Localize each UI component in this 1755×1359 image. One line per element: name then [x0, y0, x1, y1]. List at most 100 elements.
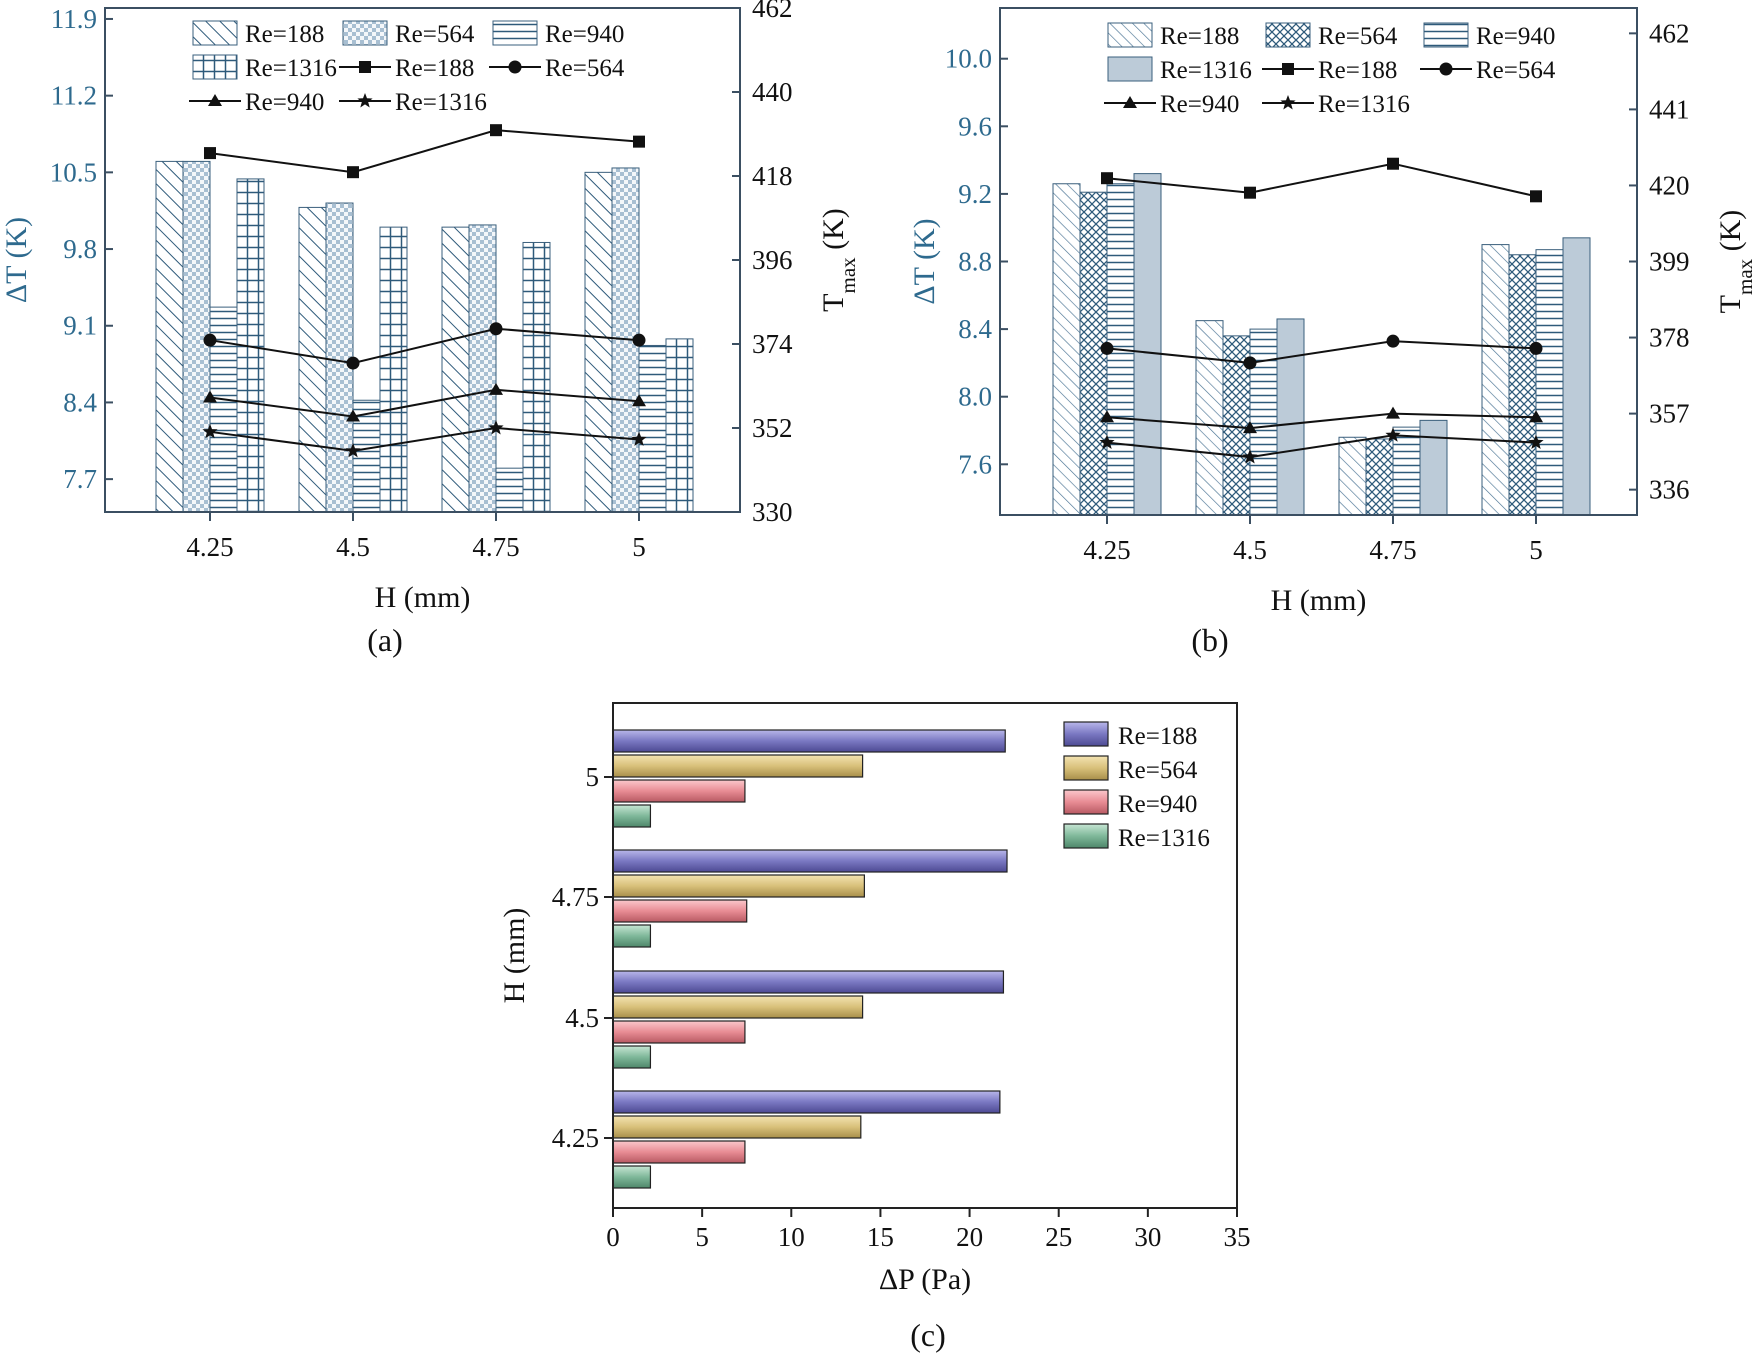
tmax-point-re-564-4.75 [489, 322, 503, 336]
tmax-point-re-564-5 [1529, 341, 1543, 355]
bar-re-188-5 [584, 171, 613, 513]
dp-bar-re-940-4.5 [612, 1020, 746, 1044]
tmax-point-re-564-4.25 [1100, 341, 1114, 355]
tmax-point-re-1316-4.5 [345, 442, 361, 458]
tmax-point-re-188-4.25 [204, 147, 216, 160]
tmax-point-re-188-4.25 [1101, 172, 1113, 185]
y-axis-title-right: Tmax (K) [817, 208, 860, 312]
left-tick-label: 8.4 [958, 314, 992, 344]
legend-label: Re=564 [545, 55, 625, 82]
bar-re-1316-4.5 [1276, 318, 1305, 516]
tmax-line-re-1316 [209, 426, 640, 452]
bar-re-940-5 [1535, 249, 1564, 516]
tmax-point-re-1316-4.75 [488, 420, 504, 435]
tmax-point-re-940-4.25 [1100, 410, 1114, 423]
legend-label: Re=564 [1476, 57, 1556, 84]
y-axis-title-left: ΔT (K) [0, 217, 33, 303]
tmax-point-re-940-4.75 [489, 382, 503, 395]
bar-re-564-4.75 [468, 224, 497, 513]
legend-marker-re-940 [1123, 96, 1137, 108]
tmax-point-re-940-5 [632, 394, 646, 407]
x-tick-label: 30 [1134, 1222, 1161, 1252]
dp-bar-re-564-4.75 [612, 874, 865, 898]
y-axis-title-right: Tmax (K) [1714, 210, 1755, 314]
tmax-point-re-940-4.25 [203, 390, 217, 403]
right-tick-label: 378 [1649, 323, 1690, 353]
left-tick-label: 7.7 [63, 464, 97, 494]
x-tick-label: 25 [1045, 1222, 1072, 1252]
bar-re-188-4.25 [155, 160, 184, 513]
left-tick-label: 9.2 [958, 179, 992, 209]
chart-panel-a: 7.7 8.4 9.1 9.8 10.5 11.2 11.9 330 352 374 396 418 4… [0, 0, 860, 614]
legend-label: Re=940 [1118, 791, 1197, 818]
tmax-point-re-1316-4.25 [202, 423, 218, 439]
left-tick-label: 9.8 [63, 234, 97, 264]
dp-bar-re-1316-5 [612, 804, 652, 828]
tmax-line-re-564 [1106, 340, 1537, 364]
panel-b-label: (b) [1191, 622, 1228, 658]
x-tick-label: 5 [1529, 535, 1543, 565]
y-axis-title-left: ΔT (K) [908, 218, 941, 304]
legend-marker-re-1316 [357, 93, 373, 108]
tmax-point-re-188-4.5 [347, 166, 359, 179]
legend-swatch-re-188 [192, 20, 238, 46]
dp-bar-re-940-4.25 [612, 1140, 746, 1164]
dp-bar-re-188-4.5 [612, 970, 1005, 994]
bar-re-564-5 [1508, 254, 1537, 516]
left-tick-label: 11.9 [51, 4, 97, 34]
x-tick-label: 4.5 [336, 532, 370, 562]
left-tick-label: 7.6 [958, 449, 992, 479]
legend-label: Re=940 [245, 89, 324, 116]
bar-re-564-4.25 [1079, 191, 1108, 516]
bar-re-188-5 [1481, 244, 1510, 516]
legend-swatch-re-940 [492, 20, 538, 46]
legend-marker-re-188 [1282, 63, 1294, 75]
tmax-line-re-940 [1106, 412, 1537, 430]
x-tick-label: 10 [778, 1222, 805, 1252]
legend-label: Re=188 [1160, 23, 1239, 50]
plot-frame [612, 702, 1238, 1209]
legend-label: Re=564 [1318, 23, 1398, 50]
legend-swatch-re-940 [1423, 22, 1469, 48]
legend-swatch-re-564 [1063, 755, 1109, 781]
dp-bar-re-188-4.75 [612, 849, 1008, 873]
x-tick-label: 15 [867, 1222, 894, 1252]
legend-label: Re=1316 [395, 89, 487, 116]
bar-re-1316-5 [1562, 237, 1591, 516]
bar-re-1316-5 [665, 338, 694, 513]
y-tick-label: 4.5 [565, 1003, 599, 1033]
tmax-point-re-188-4.5 [1244, 186, 1256, 199]
legend-marker-re-564 [508, 60, 522, 74]
x-tick-label: 35 [1224, 1222, 1251, 1252]
tmax-line-re-1316 [1106, 434, 1537, 459]
legend-swatch-re-1316 [192, 54, 238, 80]
tmax-point-re-188-4.75 [490, 124, 502, 137]
panel-a-label: (a) [367, 622, 403, 658]
bar-re-1316-4.5 [379, 226, 408, 513]
right-tick-label: 441 [1649, 94, 1690, 124]
bar-re-188-4.5 [298, 206, 327, 513]
dp-bar-re-188-5 [612, 729, 1006, 753]
tmax-point-re-1316-4.75 [1385, 427, 1401, 442]
bar-re-188-4.75 [1338, 436, 1367, 516]
tmax-point-re-188-5 [633, 135, 645, 148]
legend-marker-re-940 [208, 94, 222, 106]
dp-bar-re-188-4.25 [612, 1090, 1001, 1114]
x-tick-label: 5 [632, 532, 646, 562]
left-tick-label: 9.1 [63, 311, 97, 341]
tmax-point-re-564-4.75 [1386, 334, 1400, 348]
x-tick-label: 4.75 [1369, 535, 1416, 565]
legend-swatch-re-1316 [1107, 56, 1153, 82]
legend-marker-re-1316 [1280, 95, 1296, 110]
legend-swatch-re-1316 [1063, 823, 1109, 849]
x-tick-label: 4.25 [186, 532, 233, 562]
bar-re-188-4.5 [1195, 320, 1224, 516]
tmax-point-re-1316-5 [631, 431, 647, 446]
x-axis-title: ΔP (Pa) [879, 1263, 971, 1296]
tmax-point-re-940-5 [1529, 410, 1543, 423]
chart-panel-c: 0 5 10 15 20 25 30 35 4.25 4.5 4.75 5 ΔP (Pa) H (mm) R… [498, 702, 1251, 1296]
right-tick-label: 330 [752, 497, 793, 527]
right-tick-label: 396 [752, 245, 793, 275]
tmax-line-re-940 [209, 388, 640, 418]
